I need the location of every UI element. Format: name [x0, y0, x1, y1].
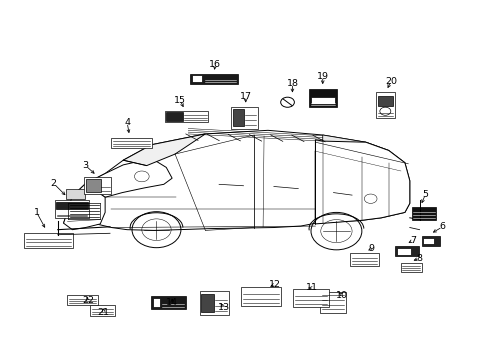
Text: 17: 17 — [239, 92, 251, 101]
FancyBboxPatch shape — [310, 97, 335, 104]
FancyBboxPatch shape — [150, 296, 185, 309]
FancyBboxPatch shape — [24, 233, 73, 248]
FancyBboxPatch shape — [394, 246, 418, 256]
Text: 10: 10 — [336, 291, 347, 300]
Polygon shape — [322, 135, 388, 170]
FancyBboxPatch shape — [400, 263, 421, 272]
Text: 9: 9 — [368, 244, 374, 253]
FancyBboxPatch shape — [189, 74, 237, 84]
FancyBboxPatch shape — [111, 138, 151, 148]
Text: 8: 8 — [416, 254, 422, 263]
Text: 6: 6 — [439, 222, 445, 231]
FancyBboxPatch shape — [56, 202, 88, 209]
FancyBboxPatch shape — [152, 298, 160, 307]
Text: 22: 22 — [82, 296, 94, 305]
Text: 11: 11 — [305, 284, 317, 292]
FancyBboxPatch shape — [55, 200, 89, 218]
FancyBboxPatch shape — [308, 89, 337, 107]
FancyBboxPatch shape — [320, 292, 345, 313]
Text: 15: 15 — [174, 95, 185, 104]
FancyBboxPatch shape — [377, 96, 392, 106]
Text: 20: 20 — [385, 77, 396, 85]
Polygon shape — [63, 130, 409, 230]
Text: 3: 3 — [82, 161, 88, 170]
FancyBboxPatch shape — [165, 111, 208, 122]
FancyBboxPatch shape — [349, 253, 378, 266]
FancyBboxPatch shape — [84, 177, 111, 194]
Polygon shape — [63, 184, 105, 230]
FancyBboxPatch shape — [166, 112, 182, 121]
Polygon shape — [315, 140, 409, 224]
Text: 14: 14 — [166, 298, 178, 307]
Text: 12: 12 — [268, 280, 280, 289]
FancyBboxPatch shape — [421, 236, 439, 246]
FancyBboxPatch shape — [240, 287, 280, 306]
Text: 18: 18 — [286, 79, 298, 88]
Text: 7: 7 — [409, 236, 415, 245]
Text: 16: 16 — [209, 59, 221, 68]
Text: 19: 19 — [316, 72, 328, 81]
FancyBboxPatch shape — [67, 295, 98, 305]
Text: 13: 13 — [218, 303, 229, 312]
FancyBboxPatch shape — [199, 291, 228, 315]
FancyBboxPatch shape — [230, 107, 257, 129]
Text: 2: 2 — [51, 179, 57, 188]
FancyBboxPatch shape — [191, 75, 202, 82]
FancyBboxPatch shape — [411, 207, 435, 220]
Polygon shape — [123, 134, 205, 166]
FancyBboxPatch shape — [375, 92, 394, 118]
FancyBboxPatch shape — [422, 238, 433, 244]
FancyBboxPatch shape — [66, 189, 84, 199]
Text: 4: 4 — [124, 118, 130, 127]
Text: 21: 21 — [98, 308, 109, 317]
FancyBboxPatch shape — [293, 289, 328, 307]
FancyBboxPatch shape — [396, 248, 410, 255]
Text: 1: 1 — [34, 208, 40, 217]
Polygon shape — [85, 158, 172, 197]
FancyBboxPatch shape — [86, 179, 101, 192]
Text: 5: 5 — [422, 190, 427, 199]
FancyBboxPatch shape — [201, 294, 213, 312]
FancyBboxPatch shape — [90, 305, 115, 316]
FancyBboxPatch shape — [232, 109, 244, 126]
